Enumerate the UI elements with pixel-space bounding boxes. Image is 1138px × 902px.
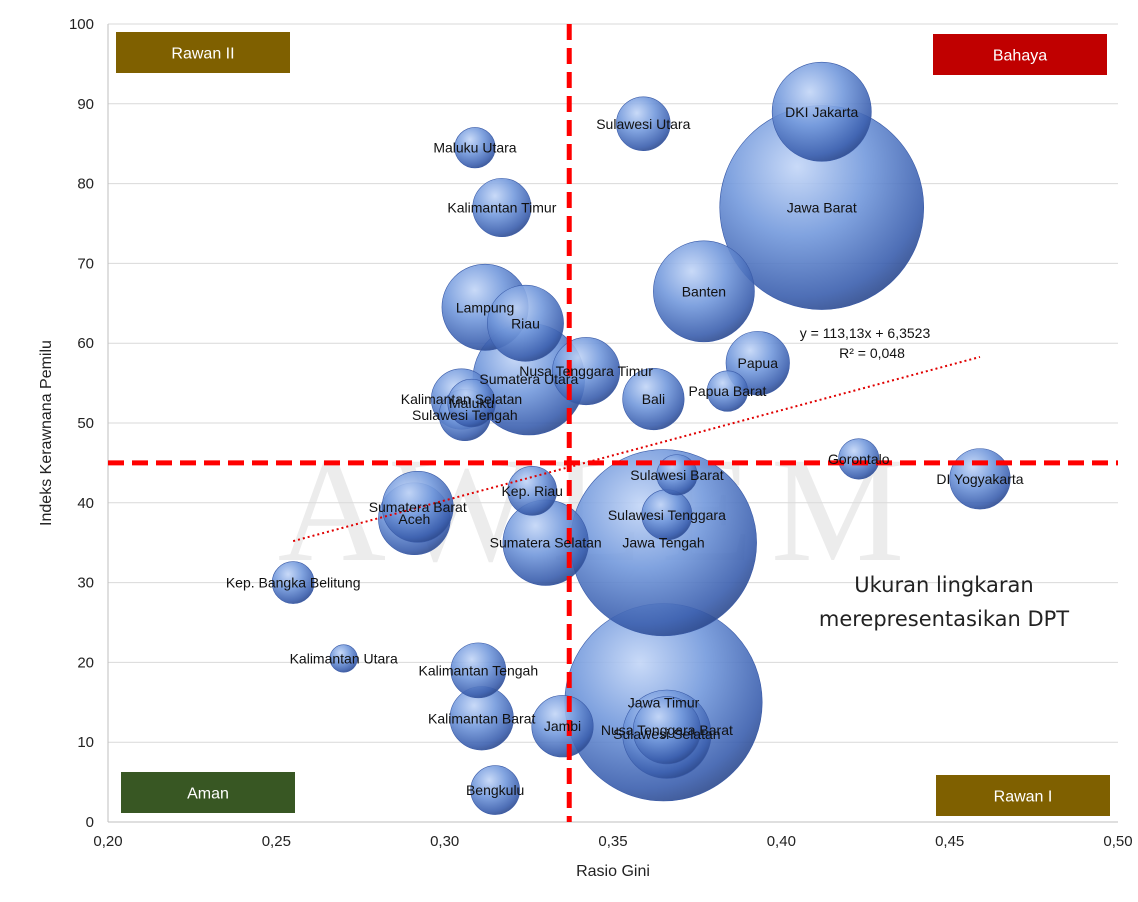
- trendline: [292, 355, 981, 543]
- y-tick-label: 10: [77, 734, 94, 751]
- bubble-label: Sulawesi Selatan: [613, 726, 720, 742]
- bubble: [470, 765, 520, 815]
- bubble-label: Banten: [682, 283, 726, 299]
- x-tick-label: 0,50: [1103, 833, 1132, 850]
- quadrant-label: Rawan I: [994, 789, 1053, 806]
- bubble: [454, 127, 496, 169]
- bubble-label: DKI Jakarta: [785, 104, 858, 120]
- trendline-group: y = 113,13x + 6,3523 R² = 0,048: [292, 325, 981, 543]
- x-tick-label: 0,35: [598, 833, 627, 850]
- threshold-lines: [108, 24, 1118, 822]
- y-tick-label: 70: [77, 255, 94, 272]
- bubble-label: Maluku: [449, 395, 494, 411]
- y-tick-label: 30: [77, 575, 94, 592]
- bubble-label: Kalimantan Utara: [290, 650, 398, 666]
- size-note: Ukuran lingkaran merepresentasikan DPT: [819, 573, 1069, 631]
- bubble: [838, 438, 880, 480]
- bubble-label: Sumatera Utara: [479, 371, 578, 387]
- bubble-label: Kalimantan Barat: [428, 710, 536, 726]
- bubble-label: Maluku Utara: [433, 140, 516, 156]
- bubble: [487, 284, 564, 362]
- bubble-label: Sulawesi Barat: [630, 467, 723, 483]
- bubble: [632, 696, 701, 765]
- bubble-label: Papua Barat: [689, 383, 767, 399]
- bubble-label: Jawa Timur: [628, 694, 700, 710]
- bubble-label: Sulawesi Tengah: [412, 407, 518, 423]
- bubble-label: Nusa Tenggara Timur: [519, 363, 653, 379]
- bubble: [329, 644, 358, 673]
- bubble-label: Sumatera Selatan: [490, 535, 602, 551]
- quadrant-boxes: Rawan II Bahaya Aman Rawan I: [116, 32, 1110, 816]
- quadrant-label: Rawan II: [171, 46, 234, 63]
- bubble: [450, 642, 507, 699]
- bubble: [653, 240, 755, 343]
- bubble: [447, 378, 496, 428]
- y-tick-label: 100: [69, 16, 94, 33]
- bubble-label: Kalimantan Timur: [447, 200, 556, 216]
- bubble-label: Bali: [642, 391, 665, 407]
- bubble: [381, 470, 454, 543]
- bubble-label: Jawa Tengah: [622, 535, 704, 551]
- bubble-label: Sulawesi Tenggara: [608, 507, 726, 523]
- quadrant-box: [116, 32, 290, 73]
- bubble-label: DI Yogyakarta: [936, 471, 1023, 487]
- y-tick-label: 90: [77, 96, 94, 113]
- y-tick-label: 60: [77, 335, 94, 352]
- bubble: [472, 178, 532, 238]
- bubble-labels: Jawa Barat Jawa Timur Jawa Tengah Sumatera …: [226, 104, 1024, 798]
- bubble: [706, 370, 749, 412]
- bubble: [771, 61, 872, 162]
- bubble-label: Sumatera Barat: [369, 499, 467, 515]
- bubble-label: Papua: [738, 355, 779, 371]
- quadrant-box: [933, 34, 1107, 75]
- bubble-label: Bengkulu: [466, 782, 524, 798]
- x-tick-label: 0,30: [430, 833, 459, 850]
- y-axis-title: Indeks Kerawnana Pemilu: [38, 340, 55, 526]
- bubble-series: [271, 61, 1011, 815]
- bubble: [531, 695, 594, 758]
- bubble: [622, 368, 685, 431]
- quadrant-box: [121, 772, 295, 813]
- trendline-r2: R² = 0,048: [839, 345, 905, 361]
- bubble: [507, 466, 557, 516]
- bubble-label: Kep. Riau: [501, 483, 562, 499]
- bubble-label: Sulawesi Utara: [596, 116, 690, 132]
- bubble-label: Gorontalo: [828, 451, 890, 467]
- trendline-equation: y = 113,13x + 6,3523: [800, 325, 931, 341]
- quadrant-label: Bahaya: [993, 48, 1047, 65]
- axes: [107, 24, 1118, 823]
- quadrant-label: Aman: [187, 786, 229, 803]
- x-tick-label: 0,20: [93, 833, 122, 850]
- x-tick-label: 0,40: [767, 833, 796, 850]
- bubble-label: Lampung: [456, 299, 514, 315]
- bubble-label: Jambi: [544, 718, 581, 734]
- bubble-label: Aceh: [398, 511, 430, 527]
- quadrant-box: [936, 775, 1110, 816]
- bubble: [616, 96, 671, 151]
- y-tick-label: 80: [77, 176, 94, 193]
- bubble-label: Kalimantan Selatan: [401, 391, 522, 407]
- bubble: [949, 448, 1011, 510]
- bubble-label: Jawa Barat: [787, 200, 857, 216]
- x-axis-title: Rasio Gini: [576, 863, 650, 880]
- y-tick-label: 40: [77, 495, 94, 512]
- bubble-label: Kep. Bangka Belitung: [226, 575, 361, 591]
- gridlines: [108, 23, 1118, 823]
- bubble-label: Riau: [511, 315, 540, 331]
- tick-labels: 0,20 0,25 0,30 0,35 0,40 0,45 0,50 0 10 20 30 40 50 6…: [69, 16, 1133, 850]
- y-tick-label: 50: [77, 415, 94, 432]
- y-tick-label: 0: [86, 814, 94, 831]
- x-tick-label: 0,25: [262, 833, 291, 850]
- note-line: Ukuran lingkaran: [854, 573, 1033, 597]
- bubble-label: Kalimantan Tengah: [419, 662, 539, 678]
- x-tick-label: 0,45: [935, 833, 964, 850]
- y-tick-label: 20: [77, 654, 94, 671]
- bubble-label: Nusa Tenggara Barat: [601, 722, 733, 738]
- note-line: merepresentasikan DPT: [819, 607, 1069, 631]
- bubble: [271, 561, 315, 604]
